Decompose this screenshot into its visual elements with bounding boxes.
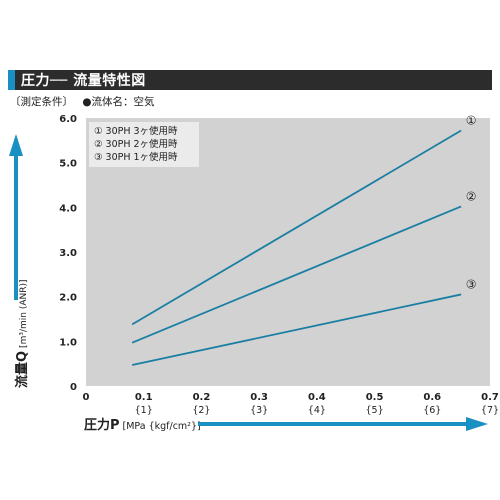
series-marker-label-2: ②: [466, 189, 477, 203]
x-tick-label-secondary: {1}: [135, 405, 153, 416]
x-tick-label-secondary: {4}: [308, 405, 326, 416]
x-tick-label: 0.3: [250, 392, 268, 403]
section-title: 圧力── 流量特性図: [21, 73, 146, 89]
fluid-label: ●流体名：空気: [82, 96, 155, 108]
y-tick-label: 6.0: [59, 114, 77, 125]
header-accent-bar: [8, 70, 15, 90]
y-tick-label: 4.0: [59, 203, 77, 214]
chart-legend: ① 30PH 3ヶ使用時 ② 30PH 2ヶ使用時 ③ 30PH 1ヶ使用時: [89, 122, 199, 167]
series-marker-label-1: ①: [466, 114, 477, 128]
x-tick-label-secondary: {2}: [192, 405, 210, 416]
x-tick-label: 0.7: [481, 392, 499, 403]
y-axis-label-main: 流量Q: [14, 351, 30, 388]
legend-item-3: ③ 30PH 1ヶ使用時: [94, 152, 178, 163]
y-axis-arrow-shaft: [14, 155, 18, 300]
y-axis-label: 流量Q [m³/min (ANR)]: [14, 280, 30, 389]
x-tick-label: 0: [83, 392, 90, 403]
x-tick-label-secondary: {7}: [481, 405, 499, 416]
y-tick-label: 2.0: [59, 293, 77, 304]
x-axis-label: 圧力P [MPa {kgf/cm²}]: [84, 417, 201, 433]
x-tick-label: 0.2: [193, 392, 211, 403]
x-axis-arrow-head: [466, 417, 488, 431]
y-tick-label: 5.0: [59, 159, 77, 170]
x-tick-label-secondary: {6}: [423, 405, 441, 416]
x-tick-label-secondary: {5}: [366, 405, 384, 416]
y-tick-label: 0: [70, 382, 77, 393]
x-tick-label: 0.1: [135, 392, 153, 403]
series-line-3: [131, 293, 462, 366]
x-tick-label: 0.4: [308, 392, 326, 403]
y-axis-label-unit: [m³/min (ANR)]: [19, 280, 29, 348]
series-marker-label-3: ③: [466, 277, 477, 291]
x-axis-label-main: 圧力P: [84, 417, 120, 433]
y-axis-arrow-head: [9, 134, 23, 156]
conditions-label: 〔測定条件〕: [10, 96, 73, 108]
legend-item-1: ① 30PH 3ヶ使用時: [94, 126, 178, 137]
x-tick-label: 0.5: [366, 392, 384, 403]
series-line-2: [131, 205, 462, 344]
y-tick-label: 3.0: [59, 248, 77, 259]
series-line-1: [131, 129, 462, 326]
x-axis-arrow-shaft: [198, 422, 468, 426]
section-header: 圧力── 流量特性図: [8, 70, 492, 90]
legend-item-2: ② 30PH 2ヶ使用時: [94, 139, 178, 150]
y-tick-label: 1.0: [59, 337, 77, 348]
x-tick-label: 0.6: [423, 392, 441, 403]
measurement-conditions: 〔測定条件〕 ●流体名：空気: [10, 94, 161, 109]
x-axis-label-unit: [MPa {kgf/cm²}]: [123, 421, 201, 432]
x-tick-label-secondary: {3}: [250, 405, 268, 416]
